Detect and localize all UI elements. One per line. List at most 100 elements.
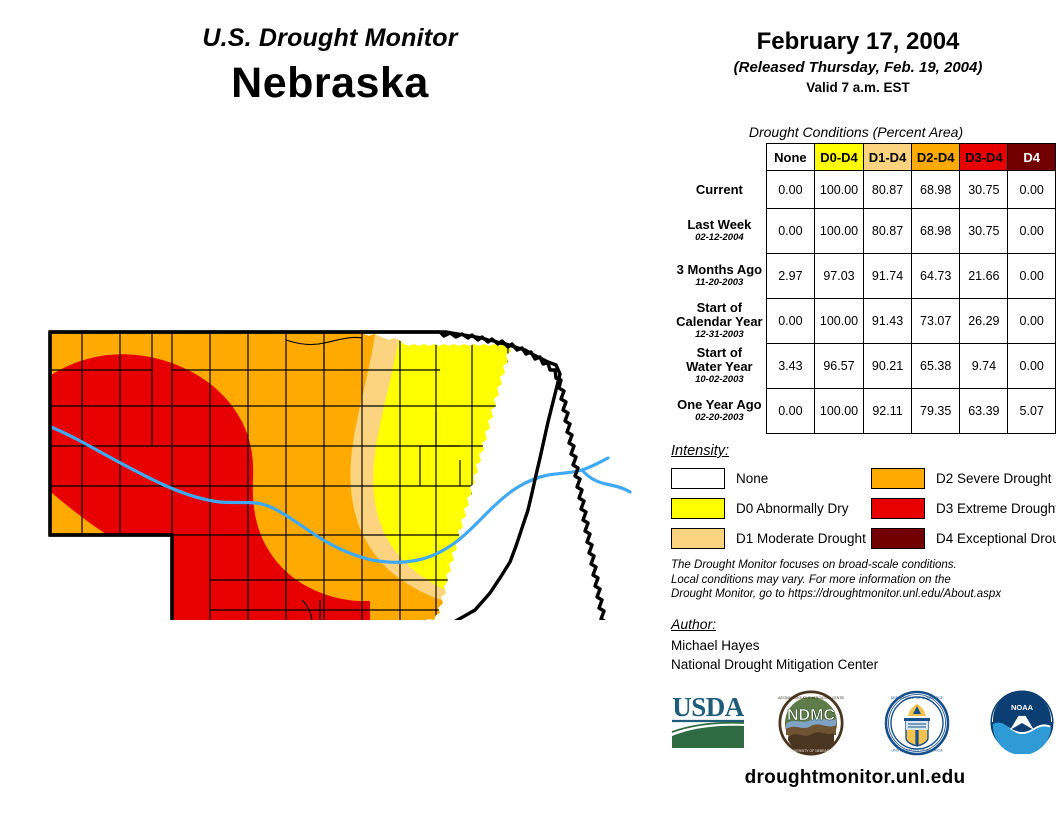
cell-d1-d4: 80.87: [862, 170, 913, 209]
cell-d3-d4: 63.39: [959, 388, 1009, 434]
row-label: Last Week 02-12-2004: [673, 208, 767, 254]
cell-d3-d4: 30.75: [959, 208, 1009, 254]
row-label-date: 02-12-2004: [695, 232, 744, 243]
state-title: Nebraska: [231, 59, 429, 107]
table-caption: Drought Conditions (Percent Area): [748, 124, 964, 140]
table-row: Start of Calendar Year 12-31-2003 0.00 100.0…: [673, 298, 1056, 344]
legend-item-none[interactable]: None: [671, 466, 866, 491]
cell-d3-d4: 30.75: [959, 170, 1009, 209]
cell-d0-d4: 100.00: [814, 208, 864, 254]
cell-none: 0.00: [765, 298, 816, 344]
legend-label-d3: D3 Extreme Drought: [936, 501, 1056, 516]
note-line-1: The Drought Monitor focuses on broad-sca…: [671, 559, 957, 571]
author-heading: Author:: [671, 616, 717, 632]
legend-item-d2[interactable]: D2 Severe Drought: [871, 466, 1056, 491]
issue-date: February 17, 2004: [756, 28, 960, 55]
legend-swatch-d1: [671, 528, 725, 549]
ndmc-logo: NDMC NATIONAL DROUGHT MITIGATION CENTER …: [778, 690, 844, 756]
cell-none: 0.00: [765, 170, 816, 209]
legend-item-d3[interactable]: D3 Extreme Drought: [871, 496, 1056, 521]
cell-d3-d4: 21.66: [959, 253, 1009, 299]
legend-swatch-none: [671, 468, 725, 489]
note-line-2: Local conditions may vary. For more info…: [671, 573, 951, 586]
row-label-name: One Year Ago: [677, 397, 762, 412]
cell-d4: 0.00: [1007, 170, 1056, 209]
cell-d0-d4: 96.57: [814, 343, 864, 389]
map-svg[interactable]: [20, 310, 640, 620]
author-name: Michael Hayes: [671, 638, 760, 653]
svg-text:UNIVERSITY OF NEBRASKA: UNIVERSITY OF NEBRASKA: [788, 749, 834, 753]
cell-none: 0.00: [765, 388, 816, 434]
table-header-none: None: [765, 143, 816, 171]
table-header-d4: D4: [1007, 143, 1056, 171]
cell-d0-d4: 97.03: [814, 253, 864, 299]
svg-text:UNITED STATES OF AMERICA: UNITED STATES OF AMERICA: [892, 749, 944, 753]
cell-d1-d4: 91.74: [862, 253, 913, 299]
state-outline-missouri-river: [438, 330, 606, 620]
table-header-d2-d4: D2-D4: [911, 143, 961, 171]
cell-d2-d4: 68.98: [911, 208, 961, 254]
nebraska-drought-map[interactable]: [20, 310, 640, 620]
row-label: One Year Ago 02-20-2003: [673, 388, 767, 434]
row-label-name: 3 Months Ago: [676, 262, 763, 277]
zone-d2-sw-wedge: [50, 486, 112, 538]
table-row: Last Week 02-12-2004 0.00 100.00 80.87 68.98 3…: [673, 208, 1056, 254]
legend-label-d1: D1 Moderate Drought: [736, 531, 866, 546]
cell-d2-d4: 73.07: [911, 298, 961, 344]
legend-column-right: D2 Severe Drought D3 Extreme Drought D4 Ex…: [871, 466, 1056, 556]
cell-d3-d4: 26.29: [959, 298, 1009, 344]
drought-conditions-table: None D0-D4 D1-D4 D2-D4 D3-D4 D4 Current 0.00 10…: [673, 143, 1056, 434]
cell-d4: 0.00: [1007, 298, 1056, 344]
cell-d0-d4: 100.00: [814, 298, 864, 344]
footer-url[interactable]: droughtmonitor.unl.edu: [744, 767, 966, 788]
legend-swatch-d0: [671, 498, 725, 519]
svg-text:NDMC: NDMC: [787, 707, 835, 724]
row-label: Current: [673, 170, 767, 209]
usdc-seal: DEPARTMENT OF COMMERCE UNITED STATES OF …: [884, 690, 950, 756]
cell-d4: 5.07: [1007, 388, 1056, 434]
table-row: One Year Ago 02-20-2003 0.00 100.00 92.11 79.…: [673, 388, 1056, 434]
legend-label-d0: D0 Abnormally Dry: [736, 501, 849, 516]
legend-label-none: None: [736, 471, 769, 486]
legend-label-d2: D2 Severe Drought: [936, 471, 1052, 486]
cell-none: 3.43: [765, 343, 816, 389]
cell-d2-d4: 65.38: [911, 343, 961, 389]
cell-d1-d4: 80.87: [862, 208, 913, 254]
usda-logo: USDA: [671, 692, 745, 748]
cell-d3-d4: 9.74: [959, 343, 1009, 389]
table-row: Current 0.00 100.00 80.87 68.98 30.75 0.00: [673, 170, 1056, 209]
legend-item-d1[interactable]: D1 Moderate Drought: [671, 526, 866, 551]
disclaimer-notes: The Drought Monitor focuses on broad-sca…: [671, 558, 1051, 602]
table-header-d3-d4: D3-D4: [959, 143, 1009, 171]
cell-d1-d4: 90.21: [862, 343, 913, 389]
row-label-name: Last Week: [687, 217, 752, 232]
cell-d0-d4: 100.00: [814, 170, 864, 209]
cell-none: 2.97: [765, 253, 816, 299]
platte-river: [49, 425, 632, 564]
cell-d0-d4: 100.00: [814, 388, 864, 434]
svg-text:DEPARTMENT OF COMMERCE: DEPARTMENT OF COMMERCE: [891, 696, 944, 700]
legend-item-d4[interactable]: D4 Exceptional Drought: [871, 526, 1056, 551]
table-header-d1-d4: D1-D4: [862, 143, 913, 171]
cell-d1-d4: 92.11: [862, 388, 913, 434]
release-date: (Released Thursday, Feb. 19, 2004): [733, 59, 983, 76]
row-label: Start of Water Year 10-02-2003: [673, 343, 767, 389]
legend-swatch-d2: [871, 468, 925, 489]
noaa-logo: NOAA: [990, 690, 1054, 754]
state-outline-west: [48, 332, 174, 620]
cell-d2-d4: 64.73: [911, 253, 961, 299]
cell-d4: 0.00: [1007, 208, 1056, 254]
cell-none: 0.00: [765, 208, 816, 254]
map-drought-zones: [50, 332, 511, 620]
svg-text:NATIONAL DROUGHT MITIGATION CE: NATIONAL DROUGHT MITIGATION CENTER: [778, 696, 844, 700]
legend-label-d4: D4 Exceptional Drought: [936, 531, 1056, 546]
legend-swatch-d3: [871, 498, 925, 519]
cell-d1-d4: 91.43: [862, 298, 913, 344]
cell-d4: 0.00: [1007, 253, 1056, 299]
legend-item-d0[interactable]: D0 Abnormally Dry: [671, 496, 866, 521]
table-body: Current 0.00 100.00 80.87 68.98 30.75 0.00 Last…: [673, 170, 1056, 434]
row-label-date: 02-20-2003: [695, 412, 744, 423]
date-block: February 17, 2004 (Released Thursday, Fe…: [660, 28, 1056, 95]
row-label-name: Current: [695, 181, 743, 197]
header-spacer: [673, 143, 767, 171]
